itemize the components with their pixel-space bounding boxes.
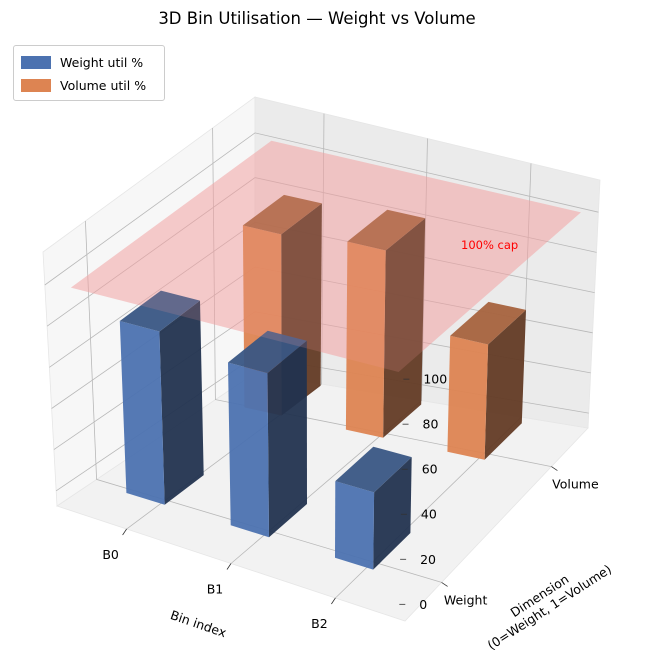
y-tick-label: Volume: [552, 477, 599, 492]
chart-title: 3D Bin Utilisation — Weight vs Volume: [158, 9, 475, 28]
bar-B2-volume: [447, 301, 526, 460]
bar-B0-weight: [119, 290, 204, 505]
y-tick-mark: [551, 466, 558, 471]
x-axis-label: Bin index: [169, 607, 229, 640]
z-tick-label: 20: [420, 552, 436, 567]
bar-front-face: [447, 335, 489, 460]
y-axis-label: Dimension (0=Weight, 1=Volume): [476, 549, 614, 653]
y-gridline: [212, 127, 552, 467]
bar-side-face: [159, 300, 204, 505]
cap-plane-front: [70, 140, 581, 372]
x-tick-mark: [226, 563, 232, 570]
cap-plane-overlay: [70, 140, 581, 372]
z-tick-label: 0: [419, 597, 427, 612]
bar-side-face: [383, 218, 426, 438]
bar-top-face: [228, 330, 307, 374]
x-tick-label: B0: [102, 547, 119, 562]
z-tick-label: 100: [423, 372, 447, 387]
x-tick-mark: [122, 528, 127, 536]
legend-item-volume: Volume util %: [21, 76, 146, 94]
y-gridline: [85, 220, 442, 583]
bar-top-face: [450, 301, 526, 345]
bar-B2-weight: [335, 446, 412, 570]
x-tick-label: B2: [311, 616, 328, 631]
legend-label-volume: Volume util %: [60, 77, 147, 93]
legend-label-weight: Weight util %: [60, 54, 144, 70]
z-gridline: [46, 177, 597, 327]
bar-top-face: [335, 446, 412, 493]
bars: [119, 194, 526, 570]
bar-front-face: [119, 321, 165, 505]
bar-top-face: [347, 209, 426, 251]
z-gridline: [44, 132, 599, 286]
x-tick-label: B1: [207, 582, 224, 597]
y-axis-label-line2: (0=Weight, 1=Volume): [485, 561, 614, 652]
legend-swatch-weight: [21, 55, 51, 69]
y-tick-label: Weight: [444, 592, 488, 607]
bar-side-face: [267, 340, 307, 538]
bar-side-face: [484, 309, 526, 460]
x-tick-mark: [331, 597, 336, 605]
bar-top-face: [242, 194, 322, 235]
bar-B1-volume: [345, 209, 426, 438]
bar-front-face: [345, 241, 386, 438]
cap-plane-label: 100% cap: [461, 238, 518, 252]
bar-front-face: [228, 362, 269, 538]
bar-B1-weight: [228, 330, 307, 538]
bar-top-face: [119, 290, 200, 332]
z-tick-label: 40: [421, 507, 437, 522]
legend-item-weight: Weight util %: [21, 53, 143, 71]
z-tick-label: 60: [422, 462, 438, 477]
y-tick-mark: [441, 582, 448, 587]
bar-side-face: [373, 457, 412, 570]
tick-labels: 0 20 40 60 80 100 B0 B1 B2 Weight Volume: [102, 372, 599, 631]
bar-front-face: [335, 481, 375, 570]
legend-swatch-volume: [21, 78, 51, 92]
z-tick-label: 80: [423, 417, 439, 432]
legend: Weight util % Volume util %: [13, 45, 165, 101]
